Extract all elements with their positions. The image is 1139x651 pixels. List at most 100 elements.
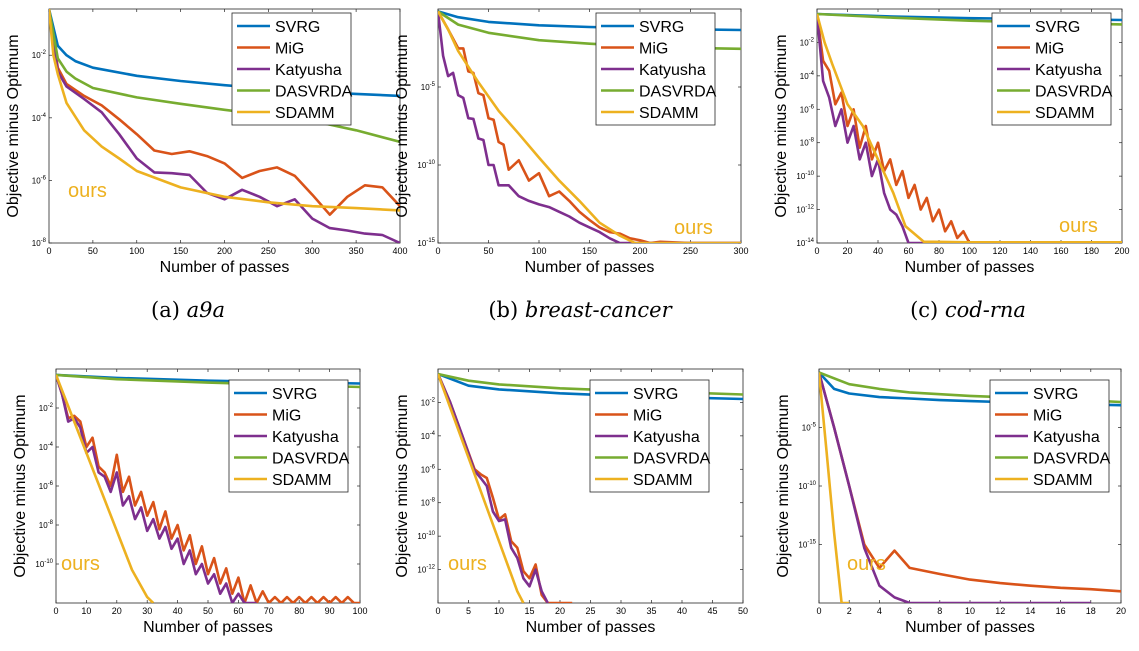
legend-label: DASVRDA bbox=[639, 84, 717, 101]
x-tick-label: 100 bbox=[962, 246, 977, 256]
legend-label: DASVRDA bbox=[275, 84, 353, 101]
legend-label: SVRG bbox=[272, 386, 317, 403]
y-tick-label: 10-8 bbox=[32, 238, 47, 248]
x-tick-label: 18 bbox=[1086, 606, 1096, 616]
legend: SVRG MiG Katyusha DASVRDA SDAMM bbox=[228, 379, 350, 493]
x-tick-label: 2 bbox=[847, 606, 852, 616]
legend-label: MiG bbox=[633, 408, 662, 425]
x-tick-label: 30 bbox=[142, 606, 152, 616]
x-tick-label: 20 bbox=[842, 246, 852, 256]
x-tick-label: 20 bbox=[1116, 606, 1126, 616]
series-line-mig bbox=[817, 13, 1122, 243]
x-tick-label: 10 bbox=[965, 606, 975, 616]
series-line-katyusha bbox=[817, 13, 1122, 243]
legend-label: SDAMM bbox=[1033, 472, 1093, 489]
x-tick-label: 350 bbox=[349, 246, 364, 256]
caption-label: (a) bbox=[151, 298, 180, 322]
x-tick-label: 10 bbox=[81, 606, 91, 616]
chart-panel: 0 50 100 150 200 250 300 350 400 10-8 10-6 10-4 10-2… bbox=[5, 8, 408, 276]
series-line-katyusha bbox=[819, 372, 1091, 603]
annotation-ours: ours bbox=[847, 553, 886, 575]
x-tick-label: 20 bbox=[555, 606, 565, 616]
y-tick-label: 10-14 bbox=[796, 238, 814, 248]
y-tick-label: 10-2 bbox=[421, 397, 436, 407]
legend-label: Katyusha bbox=[1035, 62, 1102, 79]
x-tick-label: 200 bbox=[1114, 246, 1129, 256]
y-tick-label: 10-10 bbox=[798, 481, 816, 491]
legend-label: SVRG bbox=[1035, 19, 1080, 36]
series-line-sdamm bbox=[438, 10, 741, 243]
caption-label: (c) bbox=[910, 298, 939, 322]
legend-label: SVRG bbox=[633, 386, 678, 403]
caption-label: (b) bbox=[488, 298, 519, 322]
legend-label: Katyusha bbox=[275, 62, 342, 79]
legend: SVRG MiG Katyusha DASVRDA SDAMM bbox=[595, 12, 717, 126]
y-tick-label: 10-2 bbox=[39, 403, 54, 413]
legend-label: Katyusha bbox=[639, 62, 706, 79]
chart-panel: 0 2 4 6 8 10 12 14 16 18 20 10-15 10-10 10-5 Number of… bbox=[775, 368, 1126, 636]
legend-label: SDAMM bbox=[639, 105, 699, 122]
y-tick-label: 10-4 bbox=[800, 71, 815, 81]
legend: SVRG MiG Katyusha DASVRDA SDAMM bbox=[991, 12, 1113, 126]
x-tick-label: 25 bbox=[585, 606, 595, 616]
x-tick-label: 50 bbox=[203, 606, 213, 616]
series-line-mig bbox=[49, 9, 400, 216]
series-line-sdamm bbox=[49, 9, 400, 212]
x-tick-label: 20 bbox=[112, 606, 122, 616]
series-line-mig bbox=[56, 374, 360, 603]
x-tick-label: 50 bbox=[738, 606, 748, 616]
x-axis-label: Number of passes bbox=[160, 259, 290, 276]
x-tick-label: 90 bbox=[325, 606, 335, 616]
legend-label: Katyusha bbox=[272, 429, 339, 446]
y-tick-label: 10-6 bbox=[32, 175, 47, 185]
y-axis-label: Objective minus Optimum bbox=[12, 394, 29, 577]
legend-label: SVRG bbox=[639, 19, 684, 36]
y-axis-label: Objective minus Optimum bbox=[5, 34, 22, 217]
chart-panel: 0 10 20 30 40 50 60 70 80 90 100 10-10 10-8 10-6 10-4 1… bbox=[12, 368, 368, 636]
caption-c: (c) cod-rna bbox=[910, 298, 1026, 322]
x-tick-label: 0 bbox=[53, 606, 58, 616]
series-line-sdamm bbox=[438, 373, 525, 603]
x-tick-label: 100 bbox=[531, 246, 546, 256]
legend-label: Katyusha bbox=[1033, 429, 1100, 446]
y-tick-label: 10-6 bbox=[39, 481, 54, 491]
annotation-ours: ours bbox=[448, 553, 487, 575]
y-tick-label: 10-12 bbox=[417, 565, 435, 575]
x-tick-label: 35 bbox=[646, 606, 656, 616]
x-tick-label: 120 bbox=[992, 246, 1007, 256]
legend: SVRG MiG Katyusha DASVRDA SDAMM bbox=[589, 379, 711, 493]
x-tick-label: 100 bbox=[129, 246, 144, 256]
x-tick-label: 250 bbox=[261, 246, 276, 256]
y-tick-label: 10-4 bbox=[421, 431, 436, 441]
x-tick-label: 40 bbox=[677, 606, 687, 616]
series-line-katyusha bbox=[438, 11, 741, 243]
x-tick-label: 5 bbox=[466, 606, 471, 616]
caption-name: cod-rna bbox=[944, 298, 1026, 322]
y-tick-label: 10-6 bbox=[800, 104, 815, 114]
y-tick-label: 10-4 bbox=[39, 442, 54, 452]
legend-label: SVRG bbox=[275, 19, 320, 36]
caption-a: (a) a9a bbox=[151, 298, 225, 322]
legend-label: MiG bbox=[1035, 41, 1064, 58]
legend-label: Katyusha bbox=[633, 429, 700, 446]
legend-label: MiG bbox=[272, 408, 301, 425]
legend-label: DASVRDA bbox=[272, 451, 350, 468]
y-tick-label: 10-10 bbox=[796, 171, 814, 181]
x-tick-label: 400 bbox=[392, 246, 407, 256]
x-tick-label: 100 bbox=[352, 606, 367, 616]
x-tick-label: 250 bbox=[683, 246, 698, 256]
x-tick-label: 0 bbox=[435, 246, 440, 256]
x-tick-label: 300 bbox=[305, 246, 320, 256]
x-tick-label: 0 bbox=[435, 606, 440, 616]
legend-label: MiG bbox=[639, 41, 668, 58]
x-tick-label: 12 bbox=[995, 606, 1005, 616]
x-tick-label: 16 bbox=[1056, 606, 1066, 616]
x-tick-label: 60 bbox=[233, 606, 243, 616]
x-axis-label: Number of passes bbox=[905, 619, 1035, 636]
legend-label: MiG bbox=[275, 41, 304, 58]
caption-b: (b) breast-cancer bbox=[488, 298, 671, 322]
annotation-ours: ours bbox=[68, 180, 107, 202]
x-tick-label: 160 bbox=[1053, 246, 1068, 256]
legend-label: SDAMM bbox=[275, 105, 335, 122]
y-tick-label: 10-8 bbox=[39, 520, 54, 530]
